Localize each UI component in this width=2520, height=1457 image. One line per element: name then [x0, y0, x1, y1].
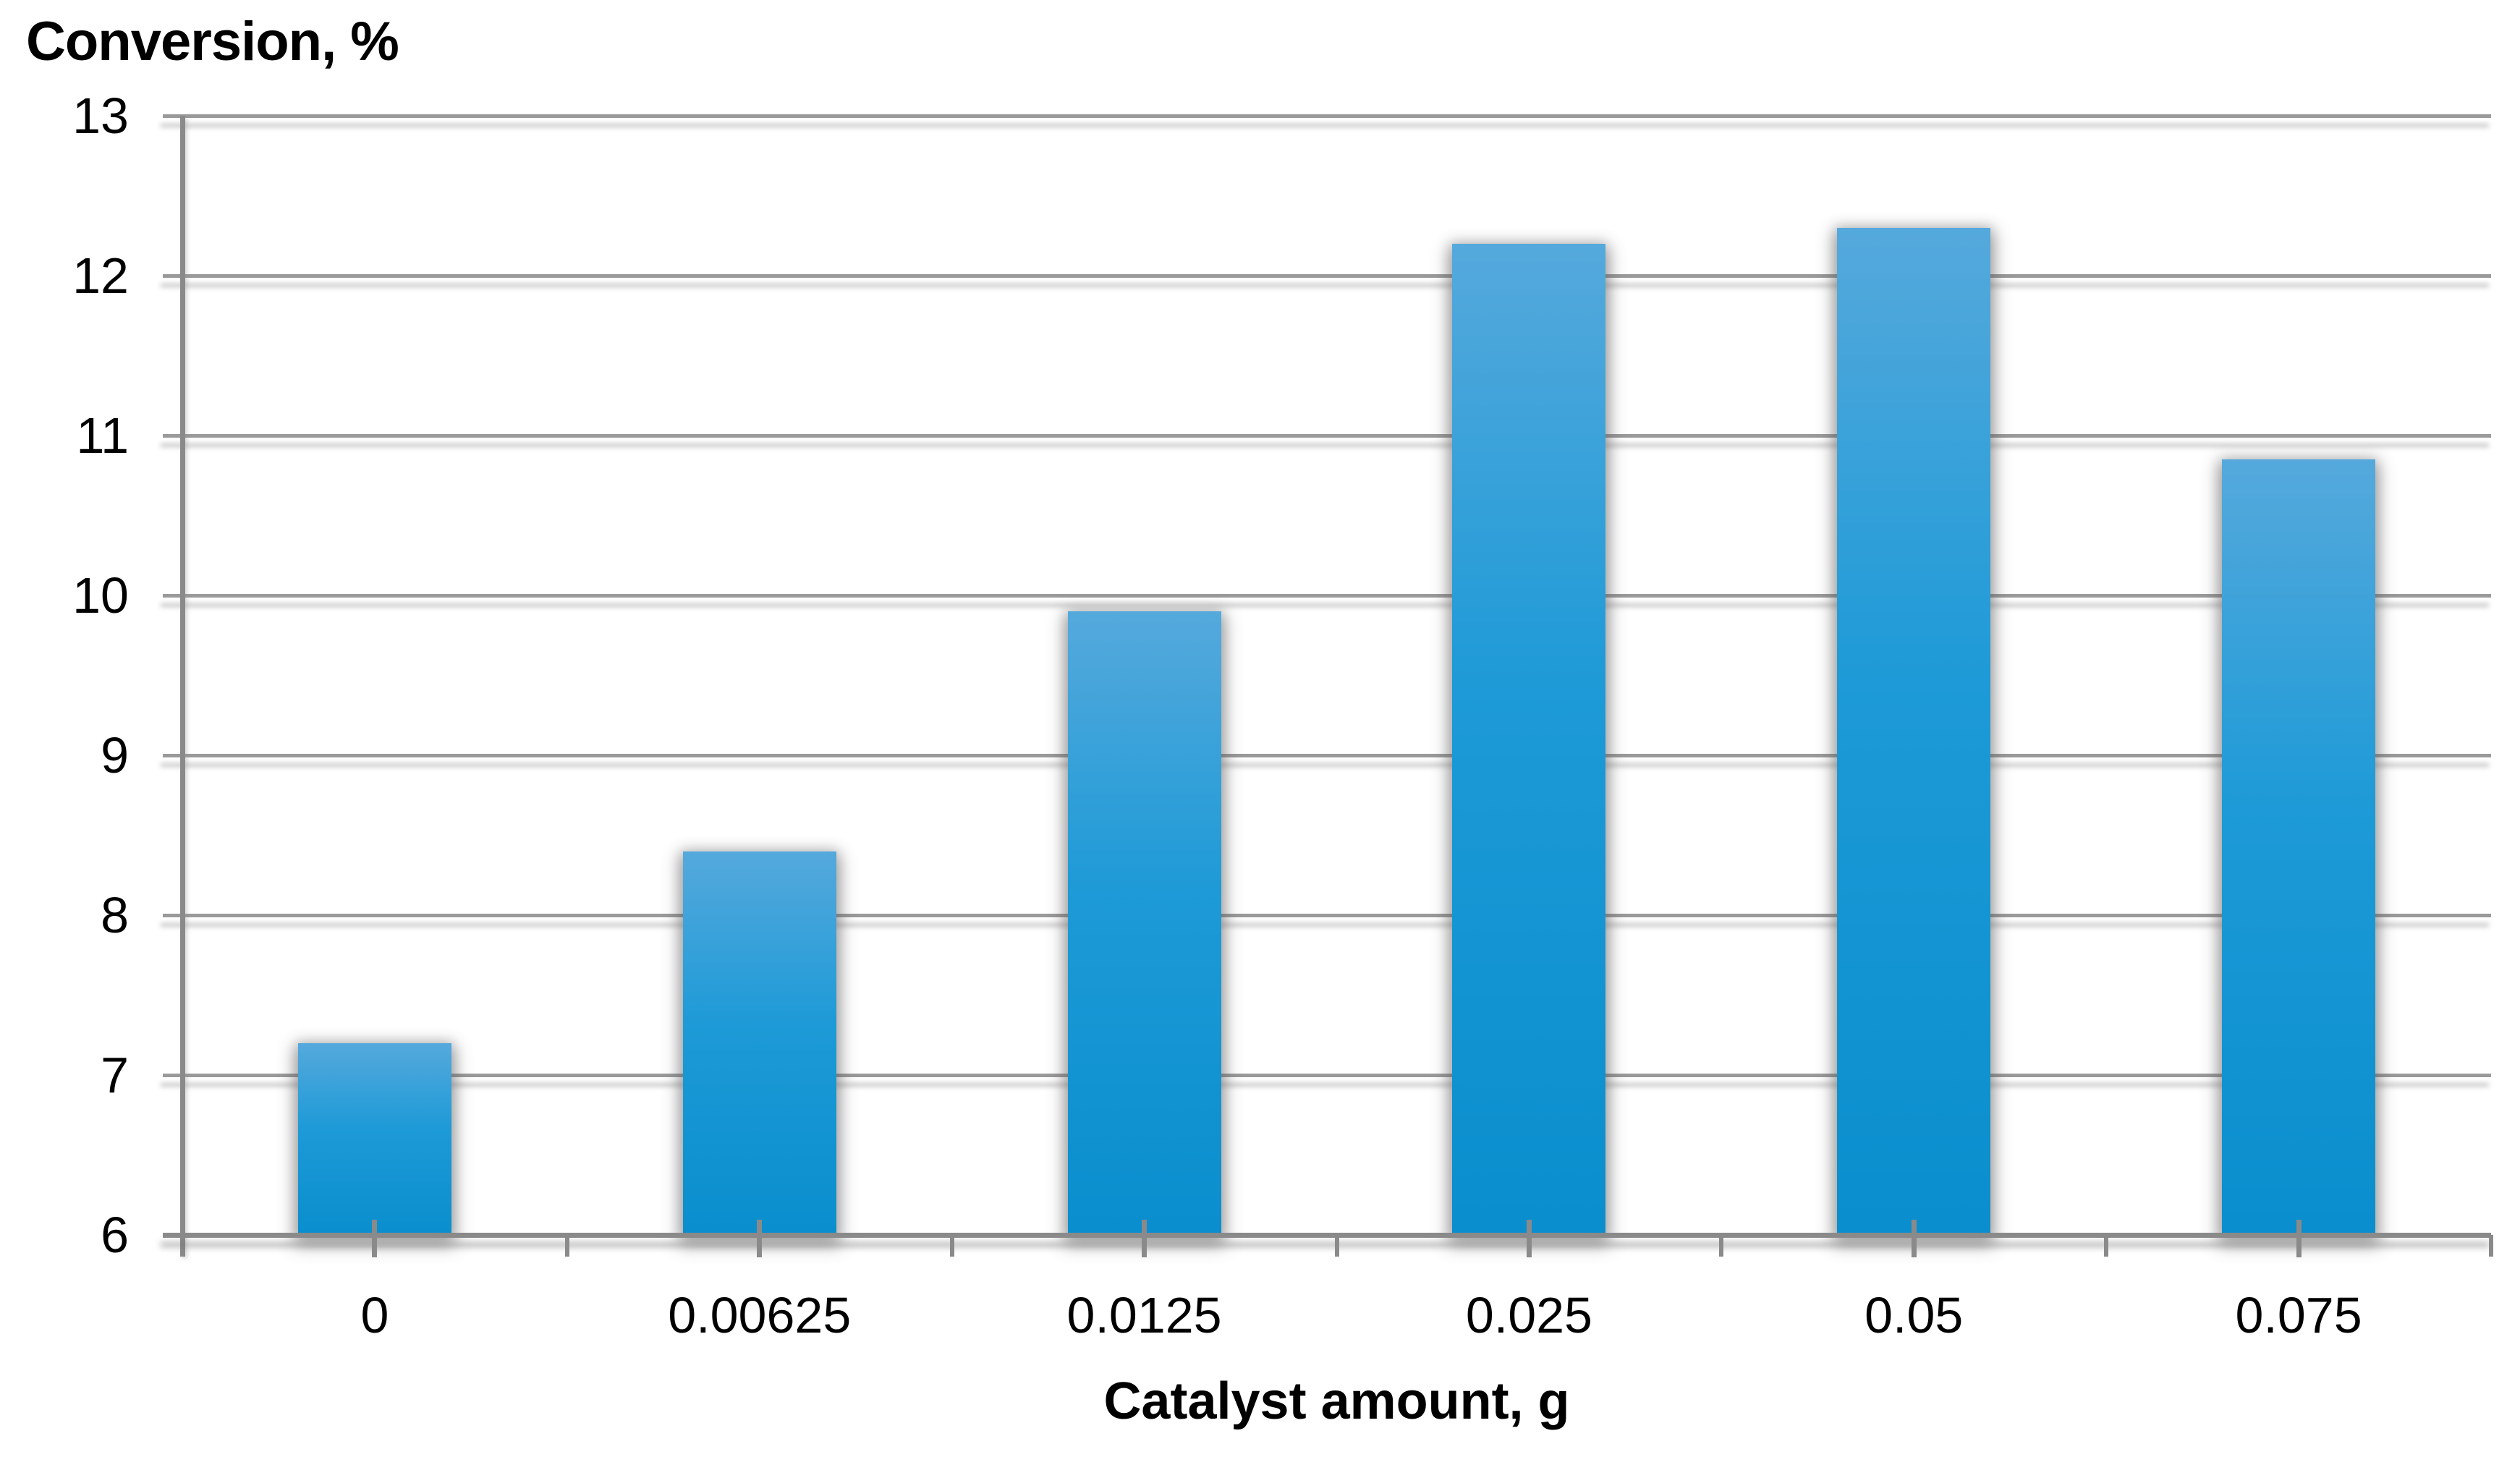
gridline	[163, 754, 2491, 757]
bar	[2222, 459, 2376, 1235]
bar	[682, 851, 836, 1235]
y-tick-label: 10	[72, 567, 129, 624]
y-tick-label: 11	[76, 407, 129, 464]
y-tick-label: 9	[101, 727, 129, 783]
category-boundary-tick	[2104, 1235, 2109, 1257]
x-axis-line	[163, 1233, 2491, 1238]
category-boundary-tick	[949, 1235, 954, 1257]
bar	[297, 1042, 451, 1235]
x-tick-label: 0	[360, 1287, 389, 1343]
category-center-tick	[1142, 1220, 1147, 1257]
y-axis-title: Conversion, %	[26, 11, 399, 72]
category-center-tick	[757, 1220, 763, 1257]
category-center-tick	[2296, 1220, 2301, 1257]
y-tick-label: 7	[101, 1047, 129, 1103]
bar	[1452, 243, 1606, 1235]
y-tick-label: 13	[72, 88, 129, 144]
x-axis-title: Catalyst amount, g	[1103, 1372, 1570, 1430]
x-tick-label: 0.075	[2235, 1287, 2362, 1343]
gridline	[163, 1074, 2491, 1077]
bar	[1837, 227, 1991, 1235]
category-center-tick	[372, 1220, 378, 1257]
x-tick-label: 0.025	[1465, 1287, 1592, 1343]
y-tick-label: 12	[72, 247, 129, 304]
category-center-tick	[1526, 1220, 1532, 1257]
x-tick-label: 0.0125	[1066, 1287, 1222, 1343]
category-boundary-tick	[564, 1235, 569, 1257]
category-boundary-tick	[1719, 1235, 1724, 1257]
y-tick-label: 6	[101, 1207, 129, 1263]
bar	[1067, 611, 1221, 1235]
gridline	[163, 914, 2491, 917]
gridline	[163, 594, 2491, 598]
y-tick-label: 8	[101, 887, 129, 943]
y-axis-line	[180, 116, 185, 1257]
category-boundary-tick	[2489, 1235, 2493, 1257]
gridline	[163, 434, 2491, 438]
gridline	[163, 114, 2491, 118]
category-boundary-tick	[1334, 1235, 1339, 1257]
x-tick-label: 0.05	[1864, 1287, 1964, 1343]
category-center-tick	[1911, 1220, 1917, 1257]
gridline	[163, 274, 2491, 278]
x-tick-label: 0.00625	[668, 1287, 852, 1343]
